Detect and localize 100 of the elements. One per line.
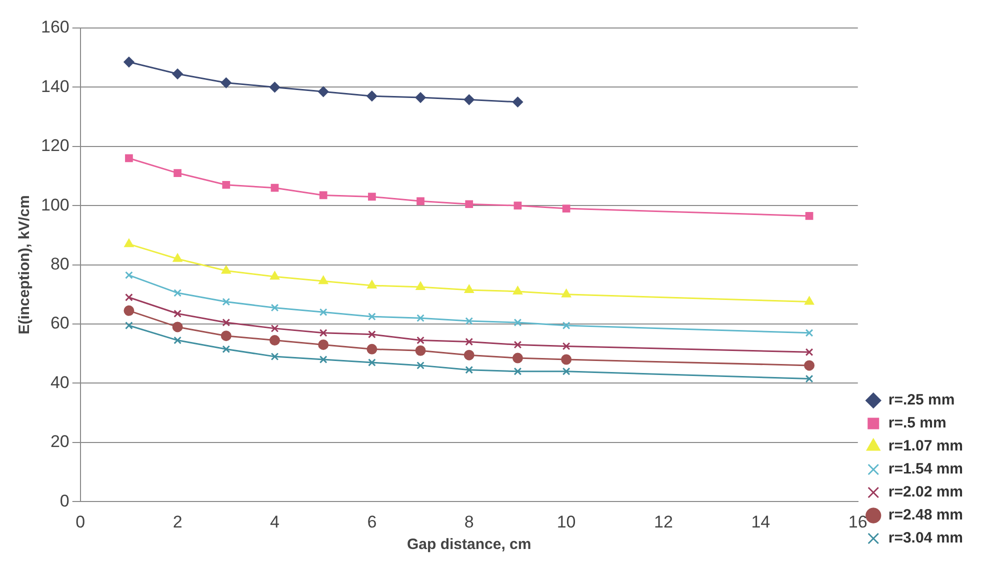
point xyxy=(124,56,134,68)
point xyxy=(222,298,230,306)
point xyxy=(368,312,376,321)
point xyxy=(512,96,523,108)
x-tick-label: 16 xyxy=(848,512,868,532)
point xyxy=(465,317,474,325)
point xyxy=(270,271,280,280)
y-tick-label: 20 xyxy=(50,432,70,452)
point xyxy=(269,82,280,92)
point xyxy=(805,212,814,220)
legend-label: r=2.48 mm xyxy=(888,506,964,524)
point xyxy=(805,374,814,383)
point xyxy=(222,345,230,354)
point xyxy=(367,280,377,289)
point xyxy=(269,335,280,346)
y-tick-label: 160 xyxy=(40,18,70,37)
point xyxy=(562,342,570,350)
point xyxy=(125,322,133,330)
x-tick-label: 14 xyxy=(751,512,770,532)
point xyxy=(562,367,570,376)
point xyxy=(513,286,522,294)
point xyxy=(416,362,424,370)
point xyxy=(366,344,378,354)
point xyxy=(124,305,134,316)
point xyxy=(174,336,182,344)
legend-label: r=.25 mm xyxy=(888,392,955,409)
point xyxy=(514,367,522,376)
point xyxy=(270,324,279,332)
point xyxy=(125,271,133,280)
point xyxy=(220,330,232,342)
point xyxy=(514,340,522,349)
point xyxy=(514,318,522,326)
point xyxy=(561,354,572,365)
x-tick-label: 2 xyxy=(172,512,182,532)
x-tick-label: 6 xyxy=(367,512,377,532)
point xyxy=(220,78,232,88)
y-tick-label: 60 xyxy=(50,314,70,333)
point xyxy=(562,289,571,298)
point xyxy=(465,338,474,346)
point xyxy=(416,282,426,290)
x-tick-label: 10 xyxy=(556,512,576,532)
point xyxy=(416,336,424,344)
point xyxy=(222,265,231,274)
point xyxy=(562,204,570,212)
legend-label: r=1.07 mm xyxy=(888,438,964,455)
point xyxy=(270,352,279,360)
point xyxy=(174,310,182,318)
y-tick-label: 120 xyxy=(40,136,70,156)
legend-label: r=3.04 mm xyxy=(888,530,964,547)
point xyxy=(318,339,329,350)
point xyxy=(464,350,474,360)
point xyxy=(319,191,328,200)
point xyxy=(465,200,474,208)
point xyxy=(125,293,133,302)
point xyxy=(319,308,328,316)
point xyxy=(415,345,426,356)
y-axis-title: E(inception), kV/cm xyxy=(16,195,34,334)
point xyxy=(368,358,376,366)
point xyxy=(172,254,182,262)
point xyxy=(366,90,378,102)
point xyxy=(270,304,279,312)
point xyxy=(464,284,474,293)
point xyxy=(805,348,814,356)
point xyxy=(465,366,474,374)
y-tick-label: 40 xyxy=(50,372,70,392)
point xyxy=(804,296,814,305)
point xyxy=(416,197,424,206)
legend-label: r=1.54 mm xyxy=(888,460,964,478)
point xyxy=(174,288,182,297)
y-tick-label: 80 xyxy=(50,254,70,274)
legend-label: r=2.02 mm xyxy=(888,484,964,501)
y-tick-label: 0 xyxy=(60,491,70,510)
point xyxy=(512,352,523,364)
point xyxy=(125,154,133,162)
x-axis-title: Gap distance, cm xyxy=(407,536,532,554)
point xyxy=(270,184,279,192)
point xyxy=(174,169,182,177)
point xyxy=(415,92,426,103)
x-tick-label: 4 xyxy=(270,512,280,532)
point xyxy=(514,202,522,210)
point xyxy=(222,180,230,189)
point xyxy=(368,330,376,338)
point xyxy=(562,322,570,330)
y-tick-label: 100 xyxy=(40,195,70,214)
point xyxy=(124,238,134,248)
point xyxy=(464,94,474,105)
point xyxy=(319,356,328,364)
point xyxy=(318,86,329,97)
point xyxy=(319,328,328,337)
point xyxy=(318,276,328,284)
point xyxy=(172,322,183,332)
point xyxy=(805,328,814,337)
y-tick-label: 140 xyxy=(40,76,70,96)
point xyxy=(222,318,230,326)
point xyxy=(804,360,815,371)
point xyxy=(172,68,183,80)
x-tick-label: 12 xyxy=(654,512,673,532)
point xyxy=(416,314,424,322)
x-tick-label: 8 xyxy=(464,512,474,532)
legend-label: r=.5 mm xyxy=(888,414,946,432)
